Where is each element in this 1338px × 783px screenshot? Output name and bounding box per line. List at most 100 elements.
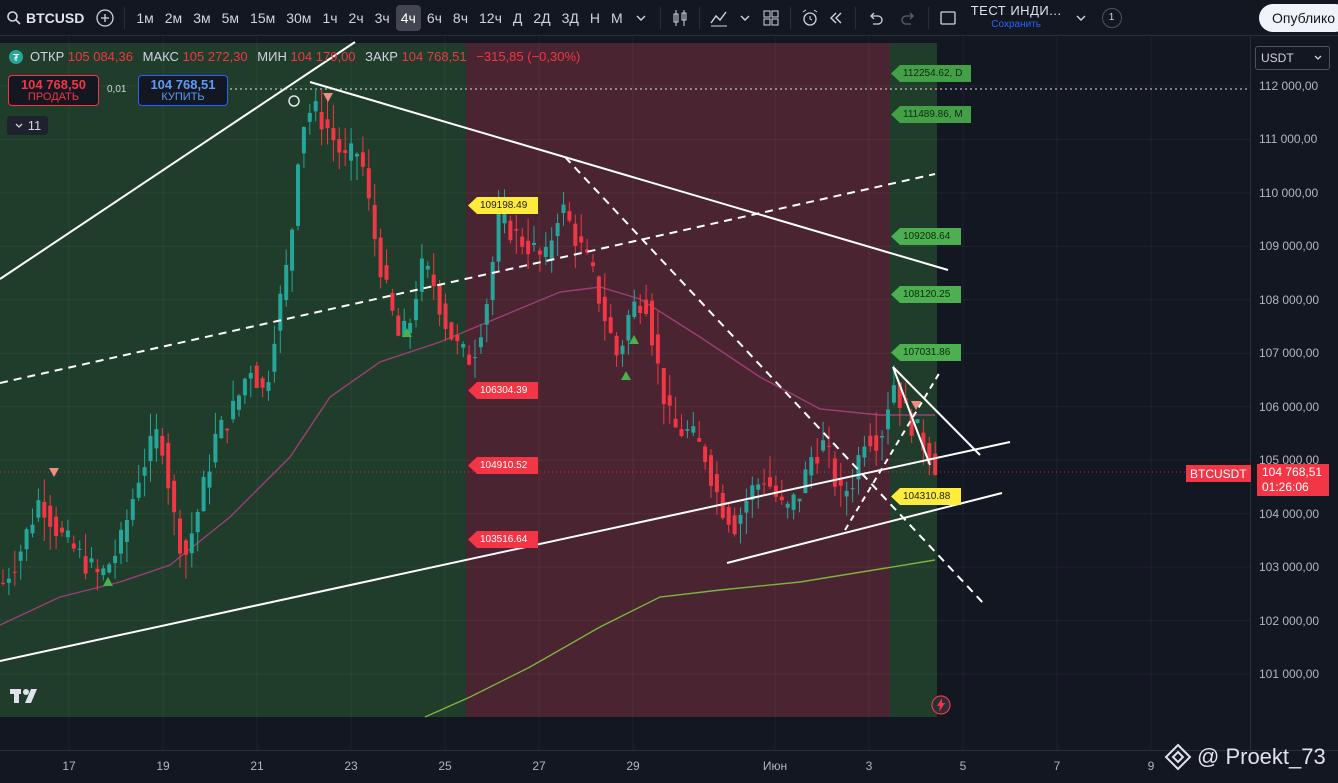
candle-body: [142, 467, 147, 476]
price-tick: 111 000,00: [1259, 132, 1318, 147]
layout-dropdown[interactable]: [1068, 5, 1094, 31]
candle-body: [402, 320, 407, 337]
change-value: −315,85 (−0,30%): [476, 49, 581, 64]
candle-body: [296, 164, 300, 226]
buy-button[interactable]: 104 768,51 КУПИТЬ: [138, 75, 228, 106]
chevron-down-icon: [15, 123, 23, 128]
price-axis[interactable]: 112 000,00 111 000,00 110 000,00 109 000,00…: [1250, 37, 1338, 750]
candle-body: [65, 530, 70, 538]
candle-body: [803, 469, 808, 493]
grid-icon: [763, 10, 779, 25]
toolbar-divider: [698, 6, 700, 29]
candle-body: [655, 334, 660, 364]
candle-body: [172, 480, 177, 513]
redo-icon: [901, 12, 914, 25]
interval-7[interactable]: 2ч: [348, 9, 364, 26]
layout-name[interactable]: ТЕСТ ИНДИ... Сохранить: [971, 3, 1062, 32]
candle-body: [832, 458, 837, 487]
plus-circle-icon: [96, 8, 114, 27]
interval-15[interactable]: 3Д: [561, 9, 579, 26]
close-value: 104 768,51: [401, 49, 467, 64]
candle-body: [83, 556, 88, 574]
trendline-wedge-top: [892, 366, 981, 456]
indicators-toggle[interactable]: 11: [7, 116, 48, 135]
interval-1[interactable]: 2м: [164, 9, 183, 26]
redo-button[interactable]: [896, 5, 922, 31]
symbol-search[interactable]: BTCUSD: [0, 0, 92, 36]
interval-dropdown[interactable]: [628, 5, 654, 31]
compare-button[interactable]: [92, 5, 118, 31]
layout-count-badge[interactable]: 1: [1101, 7, 1122, 28]
candle-body: [467, 354, 472, 365]
candle-body: [278, 293, 283, 331]
candle-body: [366, 168, 371, 199]
candle-body: [484, 304, 489, 325]
interval-2[interactable]: 3м: [193, 9, 211, 26]
candle-body: [95, 568, 100, 573]
chart-pane[interactable]: ₮: [0, 37, 1250, 750]
trendlines[interactable]: [0, 41, 1011, 662]
candle-body: [614, 335, 619, 356]
interval-12[interactable]: 12ч: [479, 9, 502, 26]
interval-16[interactable]: Н: [589, 9, 601, 26]
candle-body: [732, 515, 737, 535]
time-tick: Июн: [762, 759, 788, 773]
interval-11[interactable]: 8ч: [452, 9, 468, 26]
symbol-logo-icon: ₮: [9, 50, 23, 64]
interval-13[interactable]: Д: [512, 9, 523, 26]
save-link[interactable]: Сохранить: [991, 18, 1041, 30]
chevron-down-icon: [636, 15, 646, 21]
interval-9[interactable]: 4ч: [395, 4, 421, 31]
currency-dropdown[interactable]: USDT: [1255, 46, 1330, 70]
candle-body: [54, 516, 59, 537]
chart-canvas[interactable]: [0, 37, 1250, 750]
templates-button[interactable]: [758, 5, 784, 31]
alert-button[interactable]: [797, 5, 823, 31]
candle-body: [231, 400, 236, 420]
candle-body: [726, 506, 731, 525]
high-label: МАКС: [142, 49, 179, 64]
candle-body: [201, 476, 206, 512]
interval-14[interactable]: 2Д: [533, 9, 551, 26]
candle-body: [791, 494, 796, 510]
sell-button[interactable]: 104 768,50 ПРОДАТЬ: [8, 75, 99, 106]
interval-8[interactable]: 3ч: [374, 9, 390, 26]
undo-button[interactable]: [862, 5, 888, 31]
candle-body: [809, 457, 814, 476]
trendline-dashed-channel: [0, 173, 936, 384]
interval-3[interactable]: 5м: [221, 9, 240, 26]
replay-button[interactable]: [823, 5, 849, 31]
candle-body: [119, 529, 123, 554]
chart-type-button[interactable]: [667, 5, 693, 31]
indicators-dropdown[interactable]: [732, 5, 758, 31]
indicators-button[interactable]: [706, 5, 732, 31]
trendline-descending: [309, 81, 949, 271]
price-tick: 101 000,00: [1259, 666, 1320, 681]
candle-body: [24, 529, 29, 550]
interval-10[interactable]: 6ч: [426, 9, 442, 26]
diamond-logo-icon: [1164, 743, 1192, 771]
sell-price: 104 768,50: [20, 76, 87, 92]
interval-5[interactable]: 30м: [286, 9, 312, 26]
level-label: 104310.88: [891, 488, 961, 505]
layout-select-button[interactable]: [935, 5, 961, 31]
candle-body: [632, 301, 637, 317]
time-tick: 9: [1147, 759, 1155, 773]
candle-body: [166, 442, 171, 489]
interval-17[interactable]: М: [611, 9, 623, 26]
candle-body: [473, 357, 477, 359]
time-axis[interactable]: 17 19 21 23 25 27 29 Июн 3 5 7 9: [0, 750, 1338, 783]
trendline-dashed-up: [844, 371, 941, 531]
interval-4[interactable]: 15м: [250, 9, 276, 26]
interval-0[interactable]: 1м: [136, 9, 154, 26]
buy-signal-marker: [103, 577, 113, 586]
candle-body: [1, 582, 5, 584]
candle-body: [266, 382, 271, 391]
interval-6[interactable]: 1ч: [322, 9, 338, 26]
candle-body: [408, 323, 413, 334]
candle-body: [868, 435, 873, 447]
candle-body: [679, 429, 684, 437]
lightning-icon[interactable]: [930, 694, 952, 716]
publish-button[interactable]: Опублико: [1259, 4, 1338, 32]
candle-body: [750, 485, 755, 500]
